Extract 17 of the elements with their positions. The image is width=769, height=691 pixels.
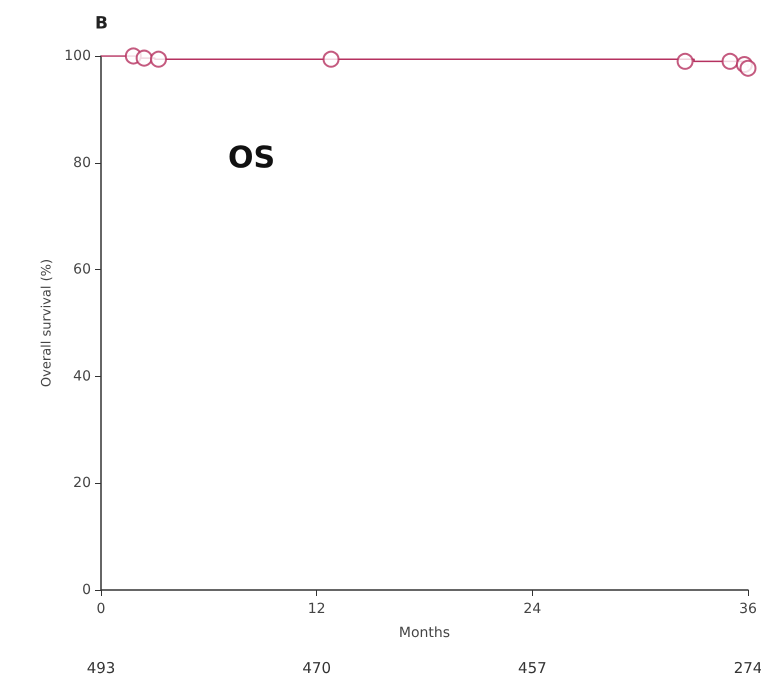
text: 457 xyxy=(518,659,547,677)
y-tick-label: 60 xyxy=(73,262,91,278)
y-tick-label: 40 xyxy=(73,368,91,384)
y-tick-label: 0 xyxy=(82,582,91,598)
x-tick-label: 24 xyxy=(523,601,542,617)
x-tick-label: 12 xyxy=(308,601,326,617)
y-tick-label: 100 xyxy=(64,48,91,64)
annotation: OS xyxy=(228,140,276,176)
x-tick-label: 36 xyxy=(739,601,757,617)
chart-title: B xyxy=(95,14,108,34)
x-tick-label: 0 xyxy=(96,601,106,617)
x-axis-title: Months xyxy=(398,625,450,641)
y-tick-label: 20 xyxy=(73,475,91,492)
text: 493 xyxy=(86,659,116,677)
y-axis-title: Overall survival (%) xyxy=(39,258,54,388)
text: 470 xyxy=(302,659,331,677)
y-tick-label: 80 xyxy=(73,154,91,171)
